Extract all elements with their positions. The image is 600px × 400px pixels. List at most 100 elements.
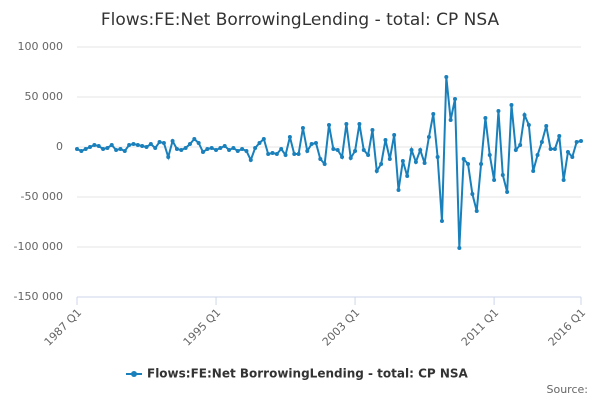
data-point (387, 157, 392, 161)
data-point (248, 158, 253, 162)
data-point (539, 140, 544, 144)
data-point (379, 162, 384, 166)
data-point (270, 151, 275, 155)
data-point (322, 162, 327, 166)
data-point (135, 143, 140, 147)
data-point (505, 190, 510, 194)
data-point (435, 155, 440, 159)
data-point (396, 188, 401, 192)
data-line (76, 76, 582, 249)
data-point (148, 142, 153, 146)
data-point (79, 149, 84, 153)
legend-label: Flows:FE:Net BorrowingLending - total: C… (147, 367, 469, 381)
data-point (444, 75, 449, 79)
data-point (426, 135, 431, 139)
data-point (114, 148, 119, 152)
data-point (479, 162, 484, 166)
data-point (418, 148, 423, 152)
data-point (457, 246, 462, 250)
data-point (161, 141, 166, 145)
data-point (357, 122, 362, 126)
data-point (153, 146, 158, 150)
data-point (340, 155, 345, 159)
chart-title: Flows:FE:Net BorrowingLending - total: C… (101, 10, 500, 30)
data-point (565, 150, 570, 154)
data-point (261, 137, 266, 141)
data-point (157, 140, 162, 144)
data-point (222, 144, 227, 148)
data-point (513, 148, 518, 152)
data-point (92, 143, 97, 147)
data-point (400, 159, 405, 163)
data-point (526, 123, 531, 127)
data-point (370, 128, 375, 132)
data-point (101, 147, 106, 151)
data-point (209, 146, 214, 150)
data-point (318, 157, 323, 161)
data-point (574, 140, 579, 144)
data-point (83, 147, 88, 151)
data-point (331, 147, 336, 151)
data-point (366, 153, 371, 157)
data-point (409, 148, 414, 152)
data-point (561, 178, 566, 182)
data-point (287, 135, 292, 139)
source-label: Source: (547, 383, 589, 396)
data-point (522, 113, 527, 117)
data-point (579, 139, 583, 143)
data-point (474, 209, 479, 213)
data-point (439, 219, 444, 223)
data-point (392, 133, 397, 137)
data-point (240, 147, 245, 151)
legend-marker (131, 371, 137, 377)
data-point (279, 147, 284, 151)
data-point (431, 112, 436, 116)
data-point (300, 126, 305, 130)
data-point (187, 142, 192, 146)
data-point (105, 146, 110, 150)
data-point (570, 155, 575, 159)
data-point (201, 150, 205, 154)
data-point (413, 160, 418, 164)
data-point (183, 146, 188, 150)
data-point (353, 149, 358, 153)
data-point (170, 139, 175, 143)
data-point (192, 137, 197, 141)
y-tick-label: -50 000 (21, 190, 63, 203)
data-point (361, 148, 366, 152)
data-point (122, 149, 127, 153)
x-tick-label: 2003 Q1 (320, 306, 363, 349)
data-point (292, 152, 297, 156)
data-point (131, 142, 136, 146)
data-point (140, 144, 145, 148)
data-point (257, 141, 262, 145)
data-point (313, 141, 318, 145)
data-point (88, 145, 93, 149)
x-tick-label: 1987 Q1 (42, 306, 85, 349)
data-point (335, 148, 340, 152)
data-point (344, 122, 349, 126)
data-point (127, 143, 132, 147)
data-point (383, 138, 388, 142)
data-point (552, 147, 557, 151)
data-point (235, 149, 240, 153)
x-tick-label: 2011 Q1 (459, 306, 502, 349)
data-point (283, 153, 288, 157)
data-point (296, 152, 301, 156)
data-point (500, 173, 505, 177)
data-point (509, 103, 514, 107)
data-point (422, 161, 427, 165)
data-point (470, 192, 475, 196)
data-point (448, 118, 453, 122)
data-point (227, 148, 232, 152)
data-point (483, 116, 488, 120)
data-point (179, 148, 184, 152)
data-point (496, 109, 501, 113)
data-point (244, 149, 249, 153)
x-tick-label: 1995 Q1 (181, 306, 224, 349)
data-point (218, 146, 223, 150)
data-point (487, 153, 492, 157)
data-point (466, 162, 471, 166)
data-point (518, 143, 523, 147)
